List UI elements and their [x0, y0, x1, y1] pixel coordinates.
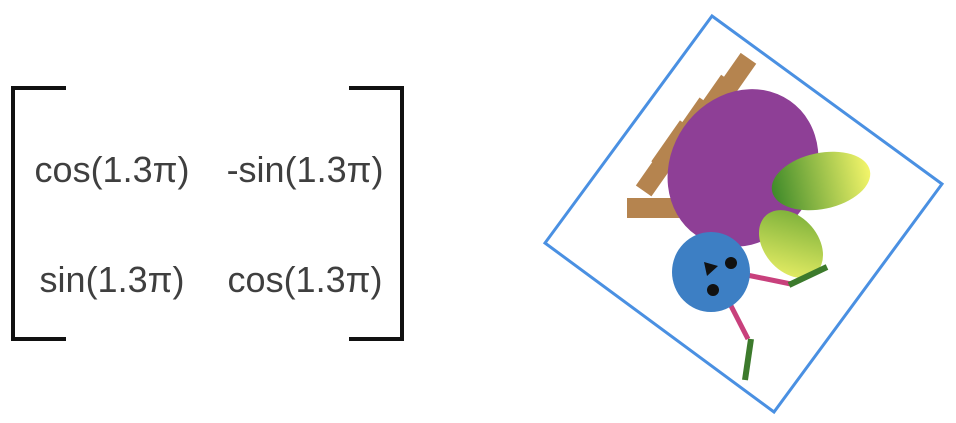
matrix-entry-r2c2: cos(1.3π) [228, 259, 383, 300]
wing-upper [771, 151, 871, 211]
matrix-entry-r2c1: sin(1.3π) [40, 259, 185, 300]
foot-bottom [742, 338, 754, 381]
eye-dot-2 [707, 284, 719, 296]
matrix-entry-r1c2: -sin(1.3π) [227, 149, 384, 190]
spine-6 [708, 52, 757, 110]
matrix-entry-r1c1: cos(1.3π) [35, 149, 190, 190]
spine-1 [627, 198, 681, 218]
left-bracket [11, 86, 66, 341]
rotated-figure [542, 13, 945, 415]
arm [741, 271, 792, 287]
leg [725, 298, 751, 341]
limbs [725, 264, 829, 381]
rotation-matrix: cos(1.3π) -sin(1.3π) sin(1.3π) cos(1.3π) [11, 86, 404, 341]
foot-right [787, 264, 829, 288]
body [667, 89, 819, 247]
right-bracket [349, 86, 404, 341]
eye-dot-1 [725, 257, 737, 269]
eye-triangle [704, 262, 718, 276]
wing-lower [758, 210, 824, 278]
